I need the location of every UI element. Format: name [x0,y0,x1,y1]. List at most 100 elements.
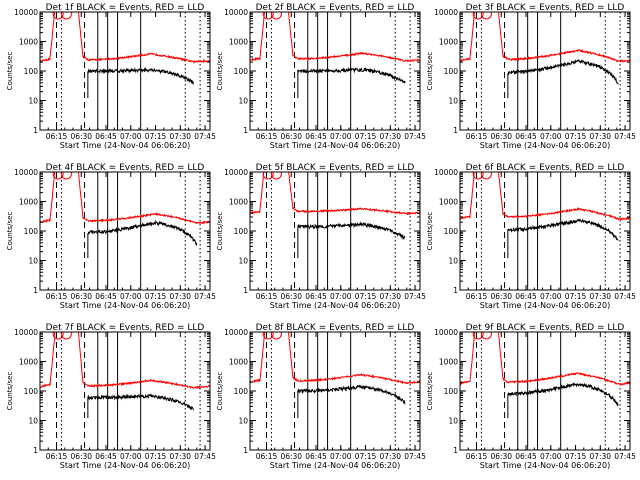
x-tick-label: 07:00 [540,132,562,141]
x-tick-label: 07:00 [120,132,142,141]
lld-top-loop-2 [270,12,282,20]
lld-series-line [40,332,210,390]
lld-top-loop-2 [480,332,492,340]
y-tick-label: 10000 [14,8,38,17]
detector-panel-3: Det 3f BLACK = Events, RED = LLD 1 10 100 10… [426,3,636,150]
y-tick-label: 1000 [229,198,248,207]
y-tick-label: 10 [448,257,458,266]
detector-panel-5: Det 5f BLACK = Events, RED = LLD 1 10 100 10… [216,163,426,310]
y-tick-label: 10000 [434,8,458,17]
x-tick-label: 07:00 [540,452,562,461]
y-tick-label: 10 [238,257,248,266]
x-tick-label: 06:15 [466,452,488,461]
x-tick-label: 06:45 [515,452,537,461]
y-tick-label: 1 [243,446,248,455]
x-tick-label: 07:45 [194,452,216,461]
x-tick-label: 06:15 [466,132,488,141]
lld-series-line [40,172,210,225]
y-tick-label: 100 [24,67,39,76]
y-tick-label: 100 [444,387,459,396]
x-tick-label: 06:30 [70,132,92,141]
lld-series-line [250,332,420,385]
x-tick-label: 07:15 [565,452,587,461]
x-tick-label: 07:15 [355,292,377,301]
lld-top-loop-1 [472,332,484,340]
x-tick-label: 07:00 [540,292,562,301]
y-axis-label: Counts/sec [216,372,224,411]
x-tick-label: 06:45 [515,292,537,301]
y-tick-label: 10000 [14,328,38,337]
y-tick-label: 10 [28,97,38,106]
x-tick-label: 06:45 [95,132,117,141]
detector-panel-4: Det 4f BLACK = Events, RED = LLD 1 10 100 10… [6,163,216,310]
y-tick-label: 1000 [19,38,38,47]
detector-panel-7: Det 7f BLACK = Events, RED = LLD 1 10 100 10… [6,323,216,470]
y-tick-label: 100 [24,387,39,396]
x-tick-label: 06:30 [280,292,302,301]
y-axis-label: Counts/sec [426,212,434,251]
y-tick-label: 1 [243,286,248,295]
y-tick-label: 1 [453,446,458,455]
detector-panel-9: Det 9f BLACK = Events, RED = LLD 1 10 100 10… [426,323,636,470]
x-axis-label: Start Time (24-Nov-04 06:06:20) [270,301,400,310]
lld-top-loop-2 [60,12,72,20]
x-tick-label: 07:15 [145,292,167,301]
y-axis-label: Counts/sec [216,52,224,91]
x-tick-label: 06:30 [490,292,512,301]
x-tick-label: 07:45 [194,292,216,301]
y-axis-label: Counts/sec [6,52,14,91]
lld-top-loop-1 [52,172,64,180]
events-series-line [507,218,619,241]
y-tick-label: 100 [444,67,459,76]
x-tick-label: 07:45 [404,452,426,461]
x-tick-label: 07:00 [330,452,352,461]
lld-top-loop-1 [52,12,64,20]
panel-title: Det 4f BLACK = Events, RED = LLD [46,163,205,173]
x-axis-label: Start Time (24-Nov-04 06:06:20) [270,461,400,470]
events-series-line [87,66,194,86]
y-tick-label: 10000 [434,328,458,337]
x-axis-label: Start Time (24-Nov-04 06:06:20) [480,141,610,150]
x-tick-label: 07:15 [355,132,377,141]
x-tick-label: 07:15 [565,132,587,141]
lld-top-loop-1 [262,12,274,20]
lld-top-loop-2 [270,332,282,340]
lld-series-line [460,172,630,221]
x-tick-label: 06:15 [46,292,68,301]
x-tick-label: 06:15 [46,132,68,141]
y-tick-label: 1000 [229,38,248,47]
y-tick-label: 10000 [224,168,248,177]
x-tick-label: 06:15 [466,292,488,301]
x-tick-label: 07:15 [145,132,167,141]
x-tick-label: 07:45 [404,132,426,141]
y-axis-label: Counts/sec [6,212,14,251]
lld-series-line [250,172,420,216]
events-series-line [297,384,406,405]
y-tick-label: 10 [238,417,248,426]
y-tick-label: 10 [28,417,38,426]
y-tick-label: 10 [238,97,248,106]
y-axis-label: Counts/sec [6,372,14,411]
y-tick-label: 1000 [229,358,248,367]
x-tick-label: 06:30 [280,452,302,461]
x-tick-label: 06:45 [305,292,327,301]
x-axis-label: Start Time (24-Nov-04 06:06:20) [60,461,190,470]
x-tick-label: 07:30 [169,292,191,301]
x-tick-label: 07:00 [330,132,352,141]
x-tick-label: 07:45 [614,292,636,301]
panel-title: Det 5f BLACK = Events, RED = LLD [256,163,415,173]
y-tick-label: 1000 [19,198,38,207]
events-series-line [87,219,198,247]
x-tick-label: 07:15 [145,452,167,461]
panel-title: Det 8f BLACK = Events, RED = LLD [256,323,415,333]
x-axis-label: Start Time (24-Nov-04 06:06:20) [60,141,190,150]
y-tick-label: 1 [33,126,38,135]
x-tick-label: 07:15 [565,292,587,301]
x-tick-label: 06:45 [95,452,117,461]
x-tick-label: 07:30 [169,452,191,461]
lld-top-loop-1 [52,332,64,340]
detector-panel-8: Det 8f BLACK = Events, RED = LLD 1 10 100 10… [216,323,426,470]
y-tick-label: 100 [24,227,39,236]
x-tick-label: 07:45 [614,132,636,141]
